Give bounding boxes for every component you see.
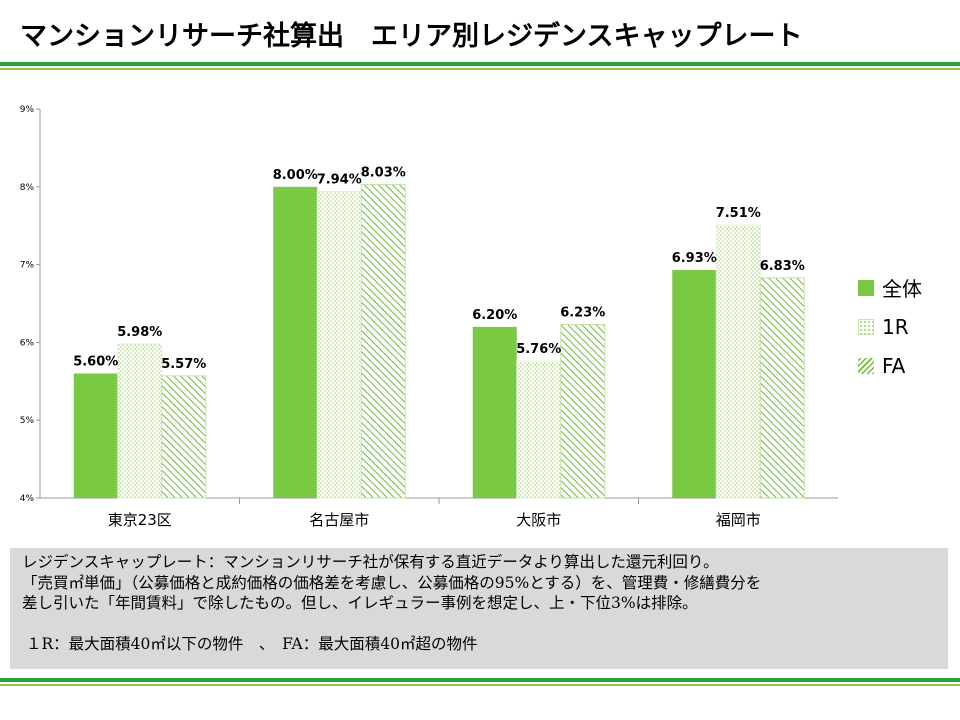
legend-item-zentai: 全体	[858, 268, 922, 307]
x-category-label: 名古屋市	[309, 511, 369, 529]
bar-zentai	[273, 186, 318, 499]
top-rule	[0, 62, 960, 66]
y-tick-label: 8%	[20, 183, 35, 193]
bar-1r	[117, 343, 163, 499]
legend-swatch-dots	[858, 318, 874, 335]
legend-item-fa: FA	[858, 346, 922, 385]
data-label: 7.94%	[317, 172, 362, 187]
note-spacer	[22, 614, 936, 635]
y-tick-label: 7%	[20, 261, 35, 271]
bottom-rule-light	[0, 684, 960, 686]
y-tick-label: 9%	[20, 105, 35, 115]
data-label: 6.93%	[672, 251, 717, 266]
y-tick-label: 5%	[20, 416, 35, 426]
legend-swatch-solid	[858, 279, 874, 296]
chart-legend: 全体 1R FA	[858, 268, 922, 385]
y-tick-label: 6%	[20, 338, 35, 348]
bar-fa	[360, 183, 406, 499]
data-label: 6.23%	[560, 306, 605, 321]
data-label: 5.76%	[516, 342, 561, 357]
bar-zentai	[472, 326, 517, 498]
top-rule-light	[0, 68, 960, 70]
y-tick-label: 4%	[20, 494, 35, 504]
bar-zentai	[73, 373, 118, 498]
legend-label-1r: 1R	[882, 314, 909, 339]
data-label: 8.03%	[361, 165, 406, 180]
note-line-3: 差し引いた「年間賃料」で除したもの。但し、イレギュラー事例を想定し、上・下位3%…	[22, 594, 698, 612]
note-line-2: 「売買㎡単価」（公募価格と成約価格の価格差を考慮し、公募価格の95%とする）を、…	[22, 573, 762, 592]
note-line-1: レジデンスキャップレート：マンションリサーチ社が保有する直近データより算出した還…	[22, 553, 719, 571]
slide-title: マンションリサーチ社算出 エリア別レジデンスキャップレート	[20, 21, 803, 52]
legend-swatch-hatch	[858, 357, 874, 374]
x-category-label: 東京23区	[108, 511, 172, 529]
definition-note: レジデンスキャップレート：マンションリサーチ社が保有する直近データより算出した還…	[10, 548, 948, 669]
data-label: 8.00%	[273, 168, 318, 183]
legend-item-1r: 1R	[858, 307, 922, 346]
data-label: 5.57%	[161, 357, 206, 372]
note-definition: １R：最大面積40㎡以下の物件 、 FA：最大面積40㎡超の物件	[26, 635, 478, 653]
legend-label-zentai: 全体	[882, 277, 922, 301]
bar-fa	[560, 324, 606, 499]
bar-1r	[316, 190, 362, 499]
data-label: 5.98%	[117, 325, 162, 340]
data-label: 5.60%	[73, 355, 118, 370]
bottom-rule	[0, 678, 960, 682]
x-category-label: 大阪市	[516, 511, 561, 529]
bar-1r	[715, 224, 761, 499]
bar-1r	[516, 360, 562, 499]
data-label: 6.20%	[472, 308, 517, 323]
bar-fa	[161, 375, 207, 499]
bar-chart: 4% 5% 6% 7% 8% 9% 東京23区 5.60% 5.98% 5.57% 名古屋市 8.0…	[20, 105, 838, 529]
legend-label-fa: FA	[882, 353, 906, 378]
x-category-label: 福岡市	[716, 511, 761, 529]
data-label: 6.83%	[760, 259, 805, 274]
bar-zentai	[672, 270, 717, 498]
bar-fa	[759, 277, 805, 499]
data-label: 7.51%	[716, 206, 761, 221]
